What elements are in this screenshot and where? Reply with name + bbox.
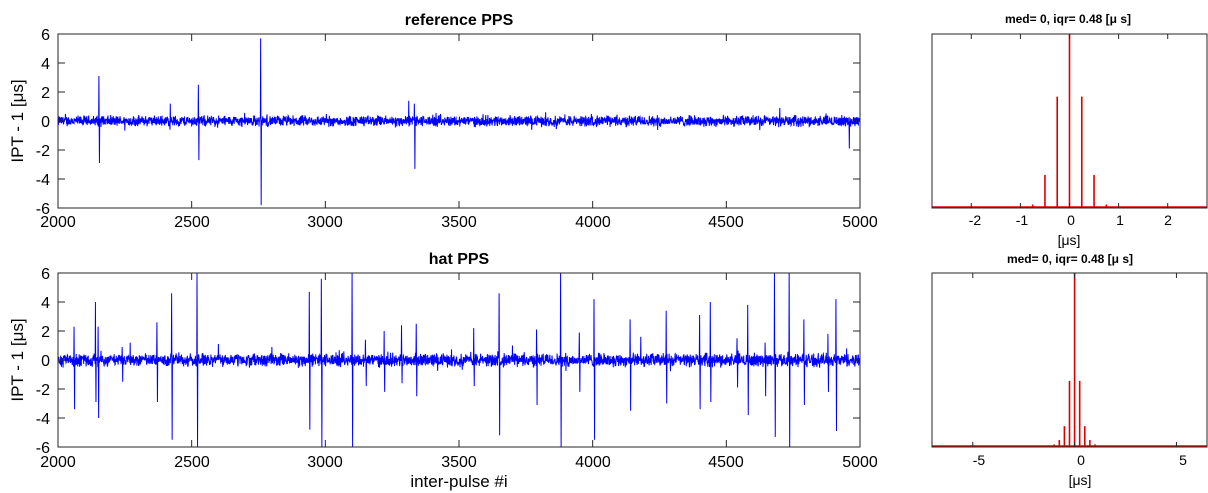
y-tick-label: 2	[41, 85, 50, 102]
x-tick-label: 0	[1077, 452, 1085, 468]
x-tick-label: 3000	[307, 214, 343, 231]
bar-area	[932, 34, 1207, 208]
x-tick-label: 4000	[575, 214, 611, 231]
y-tick-label: -6	[36, 440, 50, 457]
x-tick-labels: 2000 2500 3000 3500 4000 4500 5000	[40, 454, 878, 471]
plot-frame	[931, 272, 1208, 448]
trace-area	[57, 38, 861, 206]
x-tick-label: 1	[1116, 212, 1124, 228]
y-tick-labels: 6 4 2 0 -2 -4 -6	[36, 27, 50, 218]
x-tick-label: 2000	[40, 454, 76, 471]
y-tick-labels: 6 4 2 0 -2 -4 -6	[36, 266, 50, 457]
y-tick-label: 6	[41, 266, 50, 283]
x-tick-label: 5000	[842, 454, 878, 471]
x-tick-label: 0	[1067, 212, 1075, 228]
x-tick-label: 3500	[441, 454, 477, 471]
tick-marks	[970, 34, 1169, 208]
x-tick-label: 3000	[307, 454, 343, 471]
y-tick-label: 0	[41, 353, 50, 370]
panel-title: reference PPS	[405, 12, 514, 29]
y-tick-label: -4	[36, 172, 50, 189]
panel-hat-pps: hat PPS 6 4 2 0 -2 -4 -6 2000 2500 3000 …	[8, 251, 878, 491]
y-tick-label: -6	[36, 201, 50, 218]
x-tick-labels: -2 -1 0 1 2	[969, 212, 1172, 228]
y-tick-label: -2	[36, 143, 50, 160]
x-tick-label: -1	[1016, 212, 1029, 228]
panel-title: hat PPS	[429, 251, 490, 268]
trace-area	[57, 272, 861, 448]
y-tick-label: -2	[36, 382, 50, 399]
panel-title: med= 0, iqr= 0.48 [μ s]	[1007, 252, 1133, 266]
y-tick-label: -4	[36, 411, 50, 428]
tick-marks	[57, 33, 861, 209]
x-tick-label: -2	[969, 212, 982, 228]
series-line	[57, 38, 861, 206]
y-tick-label: 0	[41, 114, 50, 131]
x-axis-label: inter-pulse #i	[410, 472, 507, 491]
bar-area	[932, 273, 1207, 447]
x-tick-labels: -5 0 5	[973, 452, 1187, 468]
x-tick-label: -5	[973, 452, 986, 468]
x-tick-labels: 2000 2500 3000 3500 4000 4500 5000	[40, 214, 878, 231]
y-axis-label: IPT - 1 [μs]	[8, 318, 27, 401]
x-tick-label: 4500	[708, 214, 744, 231]
x-tick-label: 3500	[441, 214, 477, 231]
x-tick-label: 4500	[708, 454, 744, 471]
x-tick-label: 2500	[174, 454, 210, 471]
x-tick-label: 4000	[575, 454, 611, 471]
tick-marks	[57, 272, 861, 448]
series-line	[57, 272, 861, 448]
y-tick-label: 4	[41, 295, 50, 312]
y-tick-label: 4	[41, 56, 50, 73]
x-axis-label: [μs]	[1069, 472, 1092, 488]
x-tick-label: 2000	[40, 214, 76, 231]
panel-title: med= 0, iqr= 0.48 [μ s]	[1005, 12, 1131, 26]
y-tick-label: 6	[41, 27, 50, 44]
y-axis-label: IPT - 1 [μs]	[8, 79, 27, 162]
tick-marks	[972, 273, 1177, 447]
panel-histogram-hat: med= 0, iqr= 0.48 [μ s] -5 0 5 [μs]	[931, 252, 1208, 488]
x-tick-label: 2500	[174, 214, 210, 231]
x-axis-label: [μs]	[1058, 232, 1081, 248]
panel-reference-pps: reference PPS 6 4 2 0 -2 -4 -6 2000 2500…	[8, 12, 878, 231]
x-tick-label: 5	[1179, 452, 1187, 468]
x-tick-label: 5000	[842, 214, 878, 231]
panel-histogram-reference: med= 0, iqr= 0.48 [μ s] -2 -1 0 1 2 [μs]	[931, 12, 1208, 248]
x-tick-label: 2	[1164, 212, 1172, 228]
y-tick-label: 2	[41, 324, 50, 341]
